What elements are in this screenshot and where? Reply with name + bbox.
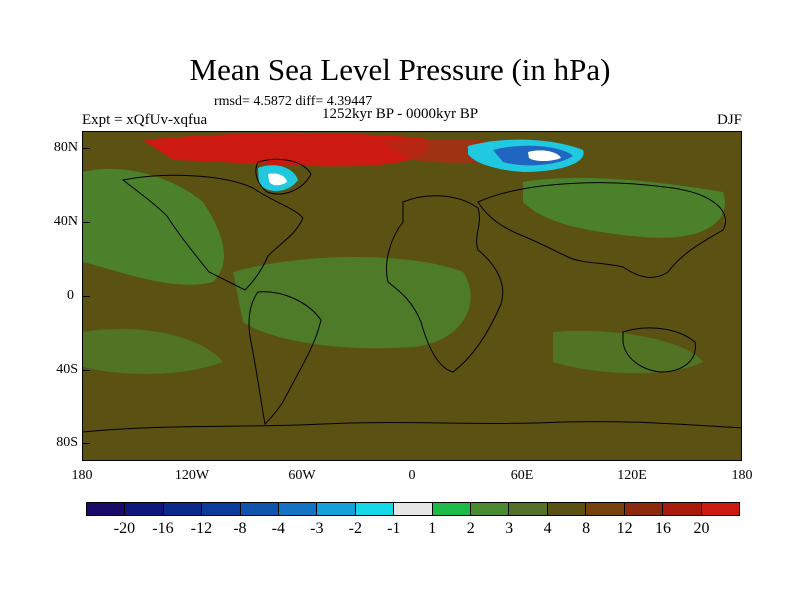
colorbar-box [509,503,548,515]
green-region-indian [553,330,703,374]
y-label-80n: 80N [53,140,78,155]
north-america-coast [121,174,304,291]
colorbar-label: 3 [505,520,514,537]
antarctica-coast [83,421,741,433]
colorbar-label: -3 [310,520,324,537]
colorbar-box [87,503,126,515]
colorbar-label: -12 [190,520,213,537]
colorbar-box [317,503,356,515]
y-tick [82,222,90,223]
south-america-coast [248,291,322,426]
colorbar-label: -2 [348,520,362,537]
colorbar-box [624,503,664,515]
x-label-60w: 60W [288,468,316,483]
season-label: DJF [716,112,742,128]
x-label-180w: 180 [71,468,93,483]
colorbar-label: 8 [582,520,591,537]
map-panel [82,131,742,461]
plot-title: Mean Sea Level Pressure (in hPa) [189,52,611,87]
red-region-arctic [143,132,430,167]
x-label-120w: 120W [174,468,210,483]
colorbar-box [471,503,510,515]
colorbar-box [163,503,203,515]
colorbar-box [240,503,280,515]
colorbar-box [663,503,702,515]
colorbar-label: -1 [387,520,401,537]
white-region-siberia [528,150,561,161]
rmsd-diff-stats: rmsd= 4.5872 diff= 4.39447 [214,94,373,109]
time-period: 1252kyr BP - 0000kyr BP [322,106,479,122]
colorbar-box [279,503,318,515]
colorbar-box [202,503,241,515]
y-label-80s: 80S [56,435,78,450]
experiment-label: Expt = xQfUv-xqfua [82,112,208,128]
colorbar-label: -16 [152,520,174,537]
colorbar-box [432,503,472,515]
y-label-0: 0 [67,288,74,303]
greenland-coast [255,158,312,195]
colorbar-label: 20 [693,520,710,537]
asia-coast [477,182,726,278]
x-label-180e: 180 [731,468,753,483]
colorbar-box [586,503,625,515]
colorbar-label: 4 [543,520,552,537]
y-tick [82,148,90,149]
green-region-pacific [83,168,224,285]
colorbar-box [547,503,587,515]
coastlines [83,158,741,433]
colorbar-box [125,503,164,515]
x-label-0: 0 [408,468,416,483]
y-label-40n: 40N [53,214,78,229]
pressure-anomaly-map [83,132,741,460]
colorbar-label: -8 [233,520,247,537]
y-tick [82,370,90,371]
colorbar-box [701,503,739,515]
y-tick [82,296,90,297]
colorbar-box [355,503,395,515]
colorbar-box [394,503,433,515]
colorbar-label: 16 [655,520,672,537]
colorbar-label: -20 [113,520,136,537]
colorbar-label: 12 [616,520,633,537]
colorbar-label: 2 [466,520,475,537]
europe-africa-coast [385,195,504,373]
white-region-greenland [268,173,287,186]
x-label-120e: 120E [617,468,647,483]
y-label-40s: 40S [56,362,78,377]
x-label-60e: 60E [510,468,534,483]
colorbar-label: -4 [271,520,285,537]
colorbar-label: 1 [428,520,437,537]
y-tick [82,443,90,444]
australia-coast [622,327,696,373]
green-region-south [83,328,223,374]
green-region-tropics [233,257,471,349]
green-region-asia [523,177,725,238]
colorbar [86,502,740,516]
